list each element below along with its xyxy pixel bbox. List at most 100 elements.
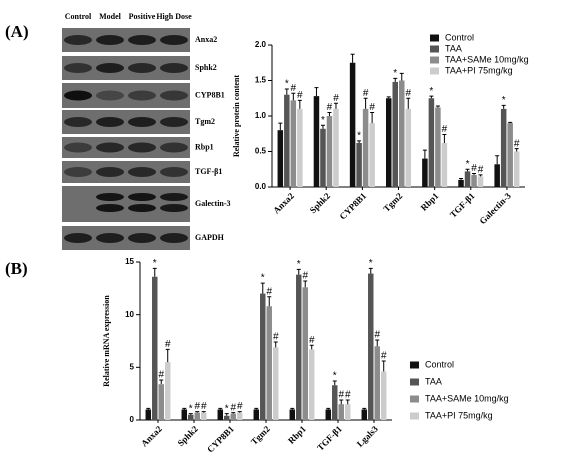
error-bar — [320, 124, 325, 129]
error-bar — [429, 95, 434, 99]
significance-mark: # — [381, 351, 387, 362]
error-bar — [435, 105, 440, 108]
error-bar — [465, 168, 470, 172]
bar — [422, 158, 428, 187]
panel-label: (A) — [5, 22, 29, 41]
y-tick-label: 10 — [125, 310, 134, 319]
bar — [284, 94, 290, 187]
blot-band — [128, 35, 156, 45]
legend-label: TAA — [445, 43, 462, 53]
significance-mark: * — [357, 130, 361, 141]
error-bar — [296, 268, 301, 275]
error-bar — [478, 174, 483, 177]
legend-swatch — [430, 56, 439, 64]
x-tick-label: Anxa2 — [271, 190, 296, 215]
error-bar — [314, 87, 319, 97]
y-axis-label: Relative protein content — [232, 75, 241, 157]
significance-mark: # — [266, 286, 272, 297]
legend-swatch — [410, 378, 419, 386]
bar — [253, 409, 260, 420]
bar — [296, 274, 302, 420]
legend-label: TAA+PI 75mg/kg — [425, 410, 493, 420]
significance-mark: # — [405, 88, 411, 99]
significance-mark: # — [338, 390, 344, 401]
error-bar — [267, 296, 272, 307]
bar — [380, 371, 387, 420]
error-bar — [350, 53, 355, 63]
bar — [266, 306, 272, 420]
significance-mark: # — [327, 102, 333, 113]
error-bar — [370, 111, 375, 124]
bar — [260, 293, 266, 420]
error-bar — [309, 344, 314, 350]
blot-band — [64, 117, 92, 127]
bar — [369, 123, 375, 187]
x-tick-label: CYP8B1 — [337, 190, 368, 221]
bar — [224, 415, 230, 420]
bar — [164, 362, 171, 420]
legend-swatch — [410, 412, 419, 420]
bar — [217, 409, 224, 420]
blot-band — [128, 90, 156, 101]
x-tick-label: Tgm2 — [249, 423, 272, 446]
bar — [158, 384, 164, 420]
significance-mark: # — [237, 401, 243, 412]
error-bar — [327, 111, 332, 116]
significance-mark: * — [429, 86, 433, 97]
x-tick-label: Sphk2 — [308, 190, 333, 215]
y-tick-label: 0.0 — [255, 182, 267, 191]
blot-row-label: Anxa2 — [195, 35, 217, 44]
error-bar — [297, 99, 302, 109]
significance-mark: * — [502, 95, 506, 106]
legend-label: TAA+PI 75mg/kg — [445, 65, 513, 75]
error-bar — [399, 72, 404, 81]
blot-strip — [62, 186, 190, 222]
legend-swatch — [410, 361, 419, 369]
blot-band — [128, 193, 156, 201]
error-bar — [291, 92, 296, 101]
bar — [392, 81, 398, 187]
bar — [230, 413, 236, 420]
blot-band — [128, 167, 156, 177]
bar — [290, 100, 297, 187]
significance-mark: # — [309, 335, 315, 346]
significance-mark: * — [369, 258, 373, 269]
blot-strip — [62, 137, 190, 158]
error-bar — [368, 267, 373, 274]
bar — [385, 98, 392, 187]
bar — [494, 164, 500, 187]
significance-mark: # — [201, 401, 207, 412]
bar — [405, 108, 412, 187]
significance-mark: # — [363, 88, 369, 99]
significance-mark: * — [297, 259, 301, 270]
significance-mark: # — [471, 163, 477, 174]
error-bar — [159, 379, 164, 385]
bar — [464, 171, 471, 187]
error-bar — [326, 407, 331, 410]
blot-band — [128, 63, 156, 73]
error-bar — [165, 348, 170, 363]
error-bar — [332, 380, 337, 386]
significance-mark: # — [158, 370, 164, 381]
bar — [194, 412, 200, 420]
bar — [361, 409, 368, 420]
error-bar — [273, 341, 278, 348]
bar — [374, 346, 380, 420]
significance-mark: # — [345, 390, 351, 401]
error-bar — [278, 122, 283, 131]
bar — [441, 142, 448, 187]
y-tick-label: 2.0 — [255, 40, 267, 49]
blot-band — [64, 233, 92, 243]
bar — [145, 409, 152, 420]
error-bar — [224, 413, 229, 416]
blot-band — [160, 233, 188, 243]
blot-band — [128, 117, 156, 127]
bar — [362, 108, 369, 187]
y-tick-label: 5 — [130, 362, 135, 371]
significance-mark: * — [261, 273, 265, 284]
x-tick-label: TGF-β1 — [448, 190, 477, 219]
y-tick-label: 1.0 — [255, 111, 267, 120]
x-tick-label: Sphk2 — [175, 423, 200, 448]
error-bar — [303, 280, 308, 288]
